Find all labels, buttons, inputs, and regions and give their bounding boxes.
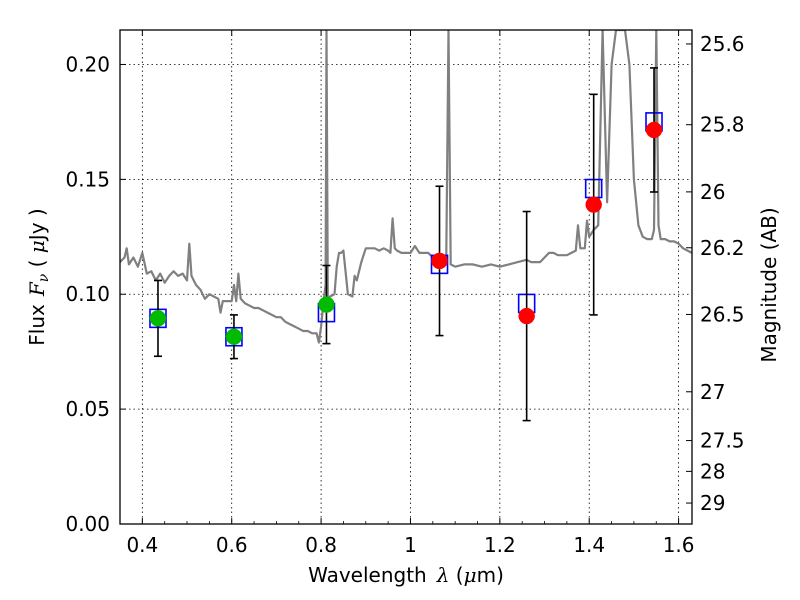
y-tick-label: 0.20 <box>65 52 110 76</box>
x-tick-label: 1.6 <box>663 533 695 557</box>
x-tick-label: 0.8 <box>305 533 337 557</box>
spectrum-line <box>120 30 692 344</box>
observed-point <box>318 296 335 313</box>
y-tick-label: 0.15 <box>65 167 110 191</box>
x-tick-label: 1.4 <box>573 533 605 557</box>
observed-point <box>225 328 243 345</box>
y-tick-label: 0.05 <box>65 397 110 421</box>
mag-tick-label: 26.2 <box>700 236 745 260</box>
x-axis-label: Wavelength λ (μm) <box>308 563 504 587</box>
x-tick-label: 0.6 <box>216 533 248 557</box>
grid-lines <box>120 30 692 525</box>
magnitude-axis-label: Magnitude (AB) <box>757 207 781 362</box>
mag-tick-label: 26.5 <box>700 302 745 326</box>
x-axis: 0.4 0.6 0.8 1 1.2 1.4 1.6 <box>119 30 695 557</box>
mag-tick-label: 27.5 <box>700 429 745 453</box>
y-axis: 0.00 0.05 0.10 0.15 0.20 <box>65 52 126 536</box>
y-tick-label: 0.10 <box>65 282 110 306</box>
observed-point <box>431 252 448 270</box>
mag-tick-label: 25.6 <box>700 32 745 56</box>
observed-point <box>518 307 535 325</box>
mag-tick-label: 27 <box>700 380 725 404</box>
mag-tick-label: 28 <box>700 459 725 483</box>
y-tick-label: 0.00 <box>65 512 110 536</box>
mag-tick-label: 29 <box>700 491 725 515</box>
observed-point <box>585 196 602 213</box>
mag-tick-label: 26 <box>700 180 725 204</box>
model-spectrum <box>120 30 692 344</box>
observed-point <box>645 121 663 139</box>
mag-tick-label: 25.8 <box>700 113 745 137</box>
observed-point <box>149 310 167 327</box>
observed-points <box>149 121 663 345</box>
magnitude-axis: 25.6 25.8 26 26.2 26.5 27 27.5 28 29 <box>686 32 745 515</box>
x-tick-label: 0.4 <box>126 533 158 557</box>
error-bars <box>153 67 659 422</box>
y-axis-label: FluxFν ( μJy ) <box>25 208 52 345</box>
plot-frame <box>119 29 693 525</box>
x-tick-label: 1.2 <box>484 533 516 557</box>
x-tick-label: 1 <box>404 533 417 557</box>
